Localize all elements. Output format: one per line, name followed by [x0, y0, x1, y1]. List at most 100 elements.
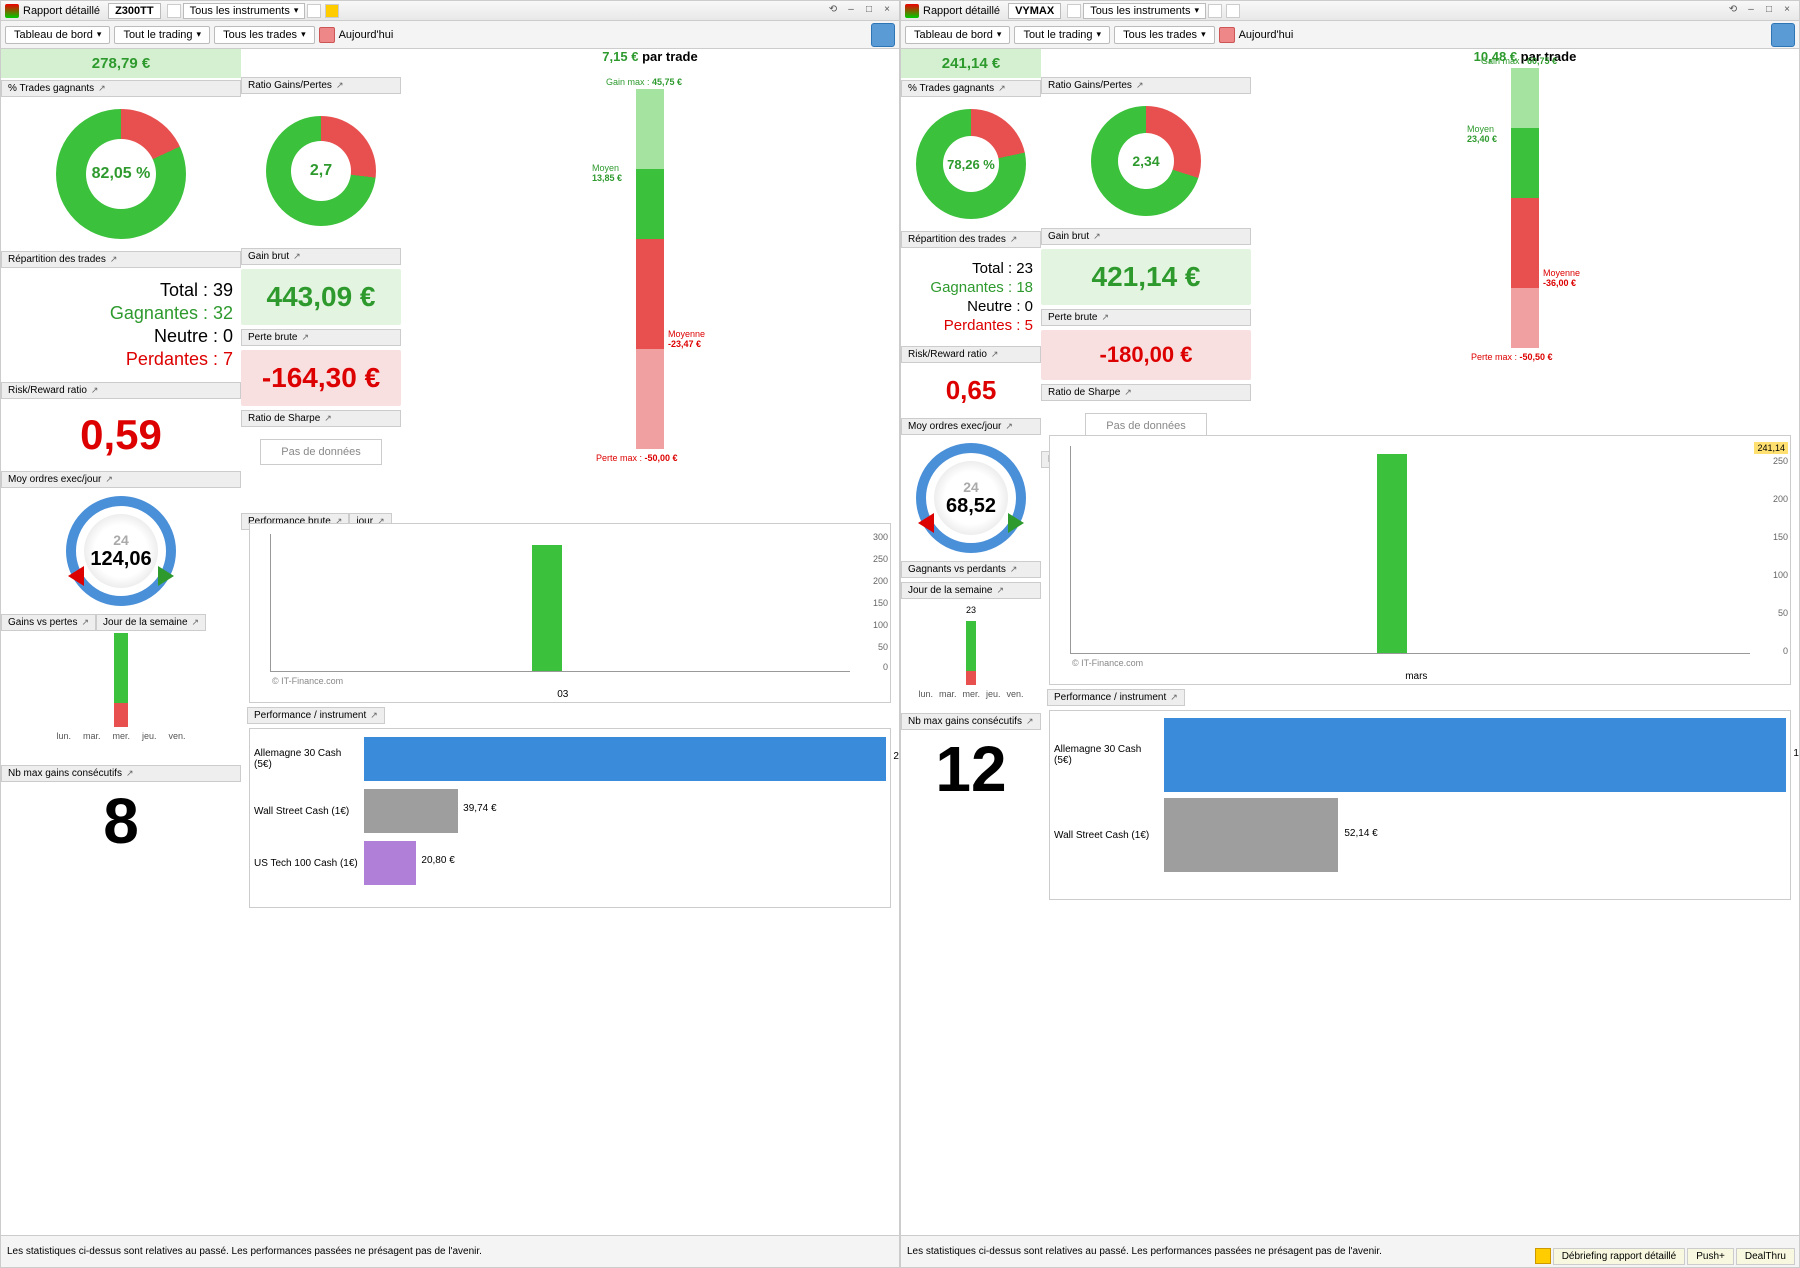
symbol-badge[interactable]: VYMAX [1008, 3, 1061, 19]
titlebar-left: Rapport détaillé Z300TT Tous les instrum… [1, 1, 899, 21]
perf-bar [532, 545, 562, 671]
gauge-value: 68,52 [946, 495, 996, 518]
minimize-icon[interactable]: – [1743, 4, 1759, 18]
jds-label[interactable]: Jour de la semaine [901, 582, 1041, 599]
stat-total: Total : 39 [9, 280, 233, 301]
maximize-icon[interactable]: □ [1761, 4, 1777, 18]
gauge-value: 124,06 [90, 548, 151, 571]
calendar-icon[interactable] [319, 27, 335, 43]
close-icon[interactable]: × [879, 4, 895, 18]
gain-banner: 278,79 € [1, 49, 241, 78]
filter-icon[interactable] [167, 4, 181, 18]
content-right: 241,14 € % Trades gagnants 78,26 % Répar… [901, 49, 1799, 1253]
bottom-tabs: Débriefing rapport détaillé Push+ DealTh… [1535, 1248, 1795, 1265]
gain-banner: 241,14 € [901, 49, 1041, 78]
partrade-value: 7,15 € [602, 49, 638, 64]
perf-xlabel: 03 [557, 689, 568, 700]
ratio-gp-label[interactable]: Ratio Gains/Pertes [1041, 77, 1251, 94]
perf-chart-r: 241,14 250 200 150 100 50 0 © IT-Finance… [1049, 435, 1791, 685]
tab-dealthru[interactable]: DealThru [1736, 1248, 1795, 1265]
donut-ratio: 2,7 [241, 96, 401, 246]
gain-brut-value: 443,09 € [241, 269, 401, 325]
nbmax-label[interactable]: Nb max gains consécutifs [901, 713, 1041, 730]
window-title: Rapport détaillé [23, 5, 100, 17]
pin-icon[interactable]: ⟲ [1725, 4, 1741, 18]
jds-label[interactable]: Jour de la semaine [96, 614, 206, 631]
inst-name-0: Allemagne 30 Cash (5€) [1054, 744, 1164, 766]
clock-button[interactable] [1771, 23, 1795, 47]
symbol-badge[interactable]: Z300TT [108, 3, 161, 19]
calendar-icon[interactable] [1219, 27, 1235, 43]
trades-dropdown[interactable]: Tous les trades [214, 26, 315, 44]
nbmax-label[interactable]: Nb max gains consécutifs [1, 765, 241, 782]
close-icon[interactable]: × [1779, 4, 1795, 18]
perf-xlabel: mars [1405, 671, 1427, 682]
inst-label[interactable]: Performance / instrument [247, 707, 385, 724]
warning-icon[interactable] [325, 4, 339, 18]
sharpe-label[interactable]: Ratio de Sharpe [1041, 384, 1251, 401]
perte-brute-label[interactable]: Perte brute [1041, 309, 1251, 326]
trading-dropdown[interactable]: Tout le trading [114, 26, 210, 44]
repartition-label[interactable]: Répartition des trades [901, 231, 1041, 248]
rr-value: 0,65 [901, 365, 1041, 416]
rr-value: 0,59 [1, 401, 241, 469]
trades-gagnants-label[interactable]: % Trades gagnants [901, 80, 1041, 97]
gauge-up-icon [158, 566, 174, 586]
ratio-gp-label[interactable]: Ratio Gains/Pertes [241, 77, 401, 94]
clock-button[interactable] [871, 23, 895, 47]
tab-push[interactable]: Push+ [1687, 1248, 1734, 1265]
trading-dropdown[interactable]: Tout le trading [1014, 26, 1110, 44]
doc-icon[interactable] [1226, 4, 1240, 18]
filter-icon[interactable] [1067, 4, 1081, 18]
sharpe-label[interactable]: Ratio de Sharpe [241, 410, 401, 427]
gauge-down-icon [918, 513, 934, 533]
minimize-icon[interactable]: – [843, 4, 859, 18]
x-mar: mar. [83, 731, 101, 741]
perte-brute-value: -180,00 € [1041, 330, 1251, 380]
gauge-24: 24 [113, 532, 129, 548]
inst-label[interactable]: Performance / instrument [1047, 689, 1185, 706]
trades-dropdown[interactable]: Tous les trades [1114, 26, 1215, 44]
view-dropdown[interactable]: Tableau de bord [905, 26, 1010, 44]
view-dropdown[interactable]: Tableau de bord [5, 26, 110, 44]
maximize-icon[interactable]: □ [861, 4, 877, 18]
donut2-center: 2,7 [291, 141, 351, 201]
panel-left: Rapport détaillé Z300TT Tous les instrum… [0, 0, 900, 1268]
refresh-icon[interactable] [307, 4, 321, 18]
chart-credit: © IT-Finance.com [272, 676, 343, 686]
gvp-label[interactable]: Gains vs pertes [1, 614, 96, 631]
perf-marker: 241,14 [1754, 442, 1788, 454]
rr-label[interactable]: Risk/Reward ratio [901, 346, 1041, 363]
x-jeu: jeu. [142, 731, 157, 741]
flag-icon[interactable] [1535, 1248, 1551, 1264]
perte-brute-label[interactable]: Perte brute [241, 329, 401, 346]
donut2-center: 2,34 [1118, 133, 1174, 189]
gvp-label[interactable]: Gagnants vs perdants [901, 561, 1041, 578]
partrade-suffix: par trade [642, 49, 698, 64]
gain-brut-label[interactable]: Gain brut [1041, 228, 1251, 245]
moy-exec-label[interactable]: Moy ordres exec/jour [901, 418, 1041, 435]
repartition-label[interactable]: Répartition des trades [1, 251, 241, 268]
perte-brute-value: -164,30 € [241, 350, 401, 406]
gain-brut-label[interactable]: Gain brut [241, 248, 401, 265]
nbmax-value: 12 [901, 732, 1041, 806]
inst-chart: Allemagne 30 Cash (5€) 218,25 Wall Stree… [249, 728, 891, 908]
content-left: 278,79 € % Trades gagnants 82,05 % Répar… [1, 49, 899, 1253]
nodata: Pas de données [260, 439, 382, 465]
mini-chart: lun. mar. mer. jeu. ven. [1, 633, 241, 763]
stat-neutre: Neutre : 0 [9, 326, 233, 347]
rr-label[interactable]: Risk/Reward ratio [1, 382, 241, 399]
tab-debriefing[interactable]: Débriefing rapport détaillé [1553, 1248, 1686, 1265]
stat-total: Total : 23 [909, 260, 1033, 277]
footer-left: Les statistiques ci-dessus sont relative… [1, 1235, 899, 1267]
pin-icon[interactable]: ⟲ [825, 4, 841, 18]
gauge-down-icon [68, 566, 84, 586]
trades-gagnants-label[interactable]: % Trades gagnants [1, 80, 241, 97]
gauge: 24 124,06 [1, 490, 241, 612]
refresh-icon[interactable] [1208, 4, 1222, 18]
moy-exec-label[interactable]: Moy ordres exec/jour [1, 471, 241, 488]
donut-win-pct: 82,05 % [1, 99, 241, 249]
toolbar-right: Tableau de bord Tout le trading Tous les… [901, 21, 1799, 49]
instruments-dropdown[interactable]: Tous les instruments [1083, 3, 1206, 19]
instruments-dropdown[interactable]: Tous les instruments [183, 3, 306, 19]
